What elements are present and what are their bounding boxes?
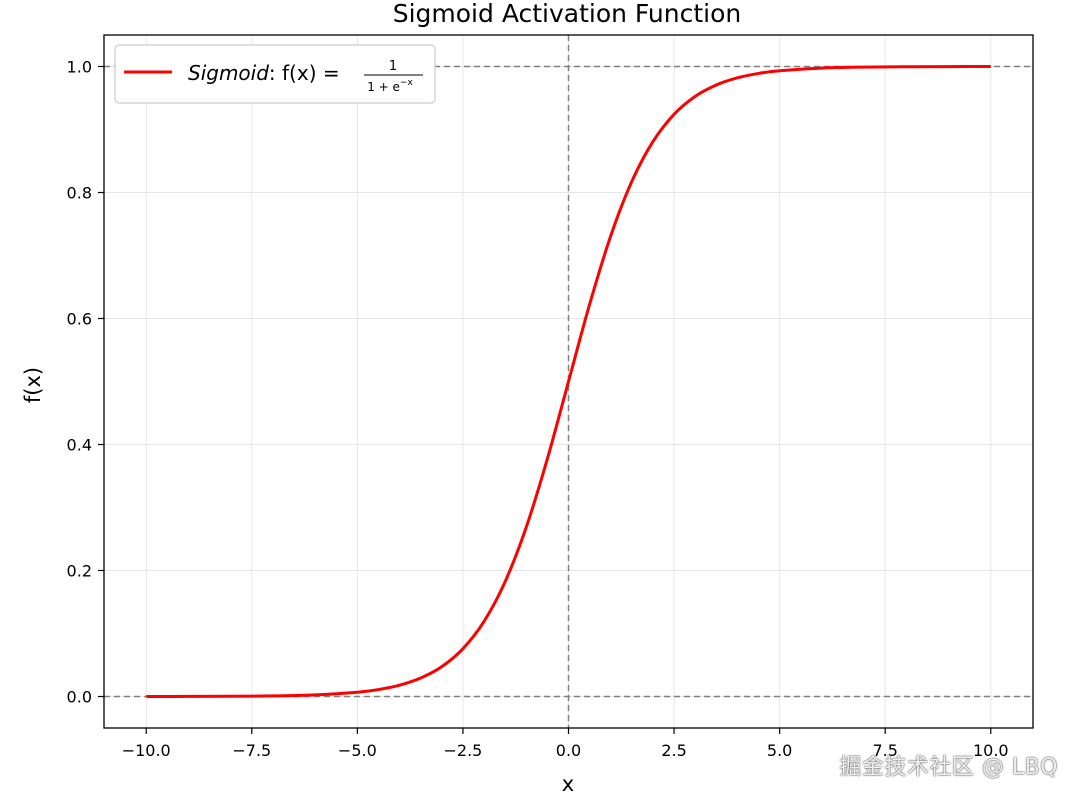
plot-area bbox=[104, 35, 1033, 728]
x-tick-label: −10.0 bbox=[122, 741, 171, 760]
y-tick-label: 0.6 bbox=[67, 310, 92, 329]
x-tick-label: −2.5 bbox=[444, 741, 483, 760]
legend-label: Sigmoid: f(x) = bbox=[188, 61, 340, 85]
legend-frac-denominator: 1 + e−x bbox=[367, 78, 413, 94]
legend-frac-den-base: 1 + e bbox=[367, 80, 400, 94]
legend-label-colon: : f(x) = bbox=[269, 61, 340, 85]
y-tick-label: 0.2 bbox=[67, 562, 92, 581]
y-tick-label: 0.0 bbox=[67, 688, 92, 707]
series-line-sigmoid bbox=[146, 65, 991, 698]
series-layer bbox=[146, 65, 991, 698]
y-tick-label: 0.4 bbox=[67, 436, 92, 455]
x-tick-label: 5.0 bbox=[767, 741, 792, 760]
y-tick-label: 1.0 bbox=[67, 58, 92, 77]
x-axis-ticks: −10.0 −7.5 −5.0 −2.5 0.0 2.5 5.0 7.5 10.0 bbox=[122, 728, 1009, 760]
x-tick-label: 2.5 bbox=[661, 741, 686, 760]
legend: Sigmoid: f(x) = 1 1 + e−x bbox=[114, 44, 436, 104]
chart-title: Sigmoid Activation Function bbox=[393, 0, 742, 28]
legend-frac-numerator: 1 bbox=[389, 59, 397, 74]
watermark-text: 掘金技术社区 @ LBQ bbox=[839, 755, 1058, 780]
legend-label-main: Sigmoid bbox=[188, 61, 269, 85]
y-tick-label: 0.8 bbox=[67, 184, 92, 203]
legend-box bbox=[114, 44, 436, 104]
x-tick-label: 10.0 bbox=[973, 741, 1009, 760]
x-tick-label: 7.5 bbox=[872, 741, 897, 760]
legend-frac-den-sup: −x bbox=[400, 78, 414, 88]
x-tick-label: 0.0 bbox=[556, 741, 581, 760]
y-axis-ticks: 0.0 0.2 0.4 0.6 0.8 1.0 bbox=[67, 58, 104, 707]
y-axis-label: f(x) bbox=[21, 367, 45, 403]
x-tick-label: −5.0 bbox=[338, 741, 377, 760]
x-axis-label: x bbox=[562, 772, 574, 796]
x-tick-label: −7.5 bbox=[232, 741, 271, 760]
